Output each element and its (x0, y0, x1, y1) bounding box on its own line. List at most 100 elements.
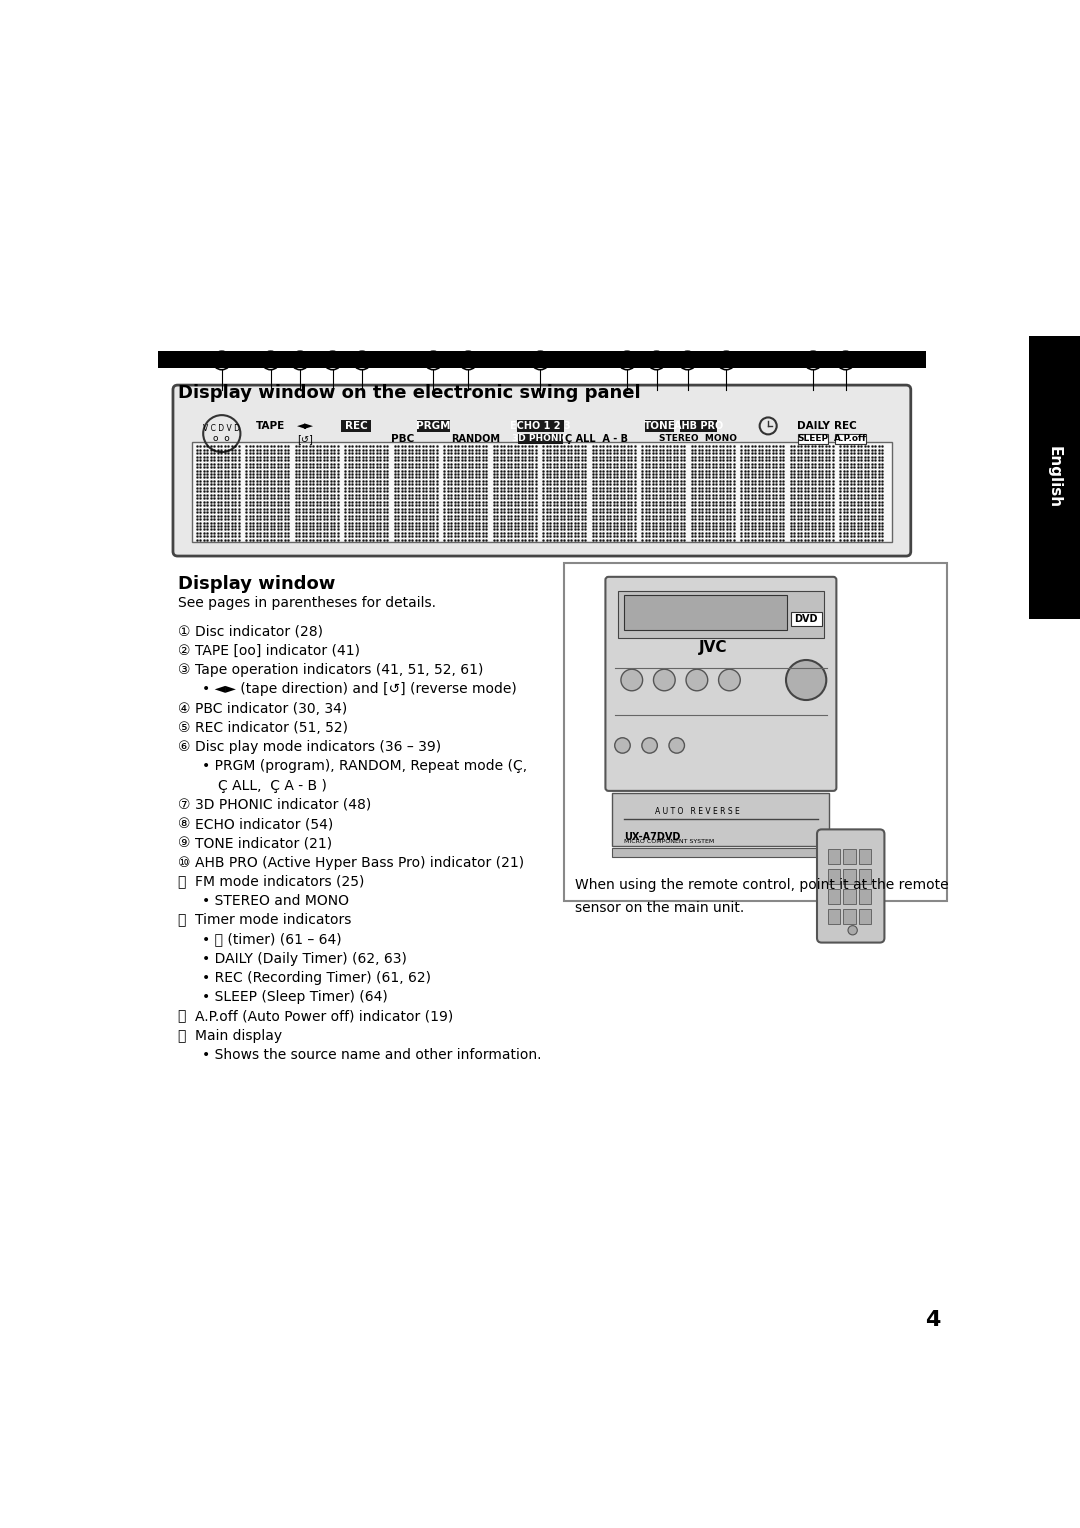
Bar (843, 848, 855, 863)
Bar (859, 848, 872, 863)
Text: ⑨: ⑨ (177, 836, 190, 850)
Bar (828, 868, 840, 885)
Text: RANDOM: RANDOM (451, 434, 500, 445)
Text: MICRO COMPONENT SYSTEM: MICRO COMPONENT SYSTEM (624, 839, 714, 845)
Bar (828, 848, 840, 863)
Text: • ◄► (tape direction) and [↺] (reverse mode): • ◄► (tape direction) and [↺] (reverse m… (202, 683, 517, 697)
Text: Disc play mode indicators (36 – 39): Disc play mode indicators (36 – 39) (194, 740, 441, 755)
FancyBboxPatch shape (798, 434, 828, 445)
Circle shape (786, 660, 826, 700)
Text: TONE: TONE (644, 420, 676, 431)
Circle shape (642, 738, 658, 753)
Bar (828, 909, 840, 924)
Text: 5: 5 (359, 356, 365, 365)
Bar (618, 591, 824, 637)
Text: PRGM: PRGM (416, 420, 450, 431)
Text: ⑪: ⑪ (177, 876, 186, 889)
Bar (843, 868, 855, 885)
FancyBboxPatch shape (517, 434, 563, 445)
Circle shape (848, 926, 858, 935)
Bar (612, 793, 829, 845)
Text: ②: ② (177, 643, 190, 659)
Text: REC indicator (51, 52): REC indicator (51, 52) (194, 721, 348, 735)
Text: 14: 14 (839, 356, 852, 365)
FancyBboxPatch shape (835, 434, 866, 445)
Text: PBC: PBC (391, 434, 414, 445)
Text: ⑥: ⑥ (177, 740, 190, 755)
Text: AHB PRO (Active Hyper Bass Pro) indicator (21): AHB PRO (Active Hyper Bass Pro) indicato… (194, 856, 524, 869)
Text: • STEREO and MONO: • STEREO and MONO (202, 894, 350, 908)
Text: • REC (Recording Timer) (61, 62): • REC (Recording Timer) (61, 62) (202, 972, 431, 986)
Text: Ç ALL,  Ç A - B ): Ç ALL, Ç A - B ) (218, 779, 327, 793)
Text: ⑭: ⑭ (177, 1028, 186, 1042)
FancyBboxPatch shape (816, 830, 885, 943)
Text: Main display: Main display (194, 1028, 282, 1042)
Text: 11: 11 (681, 356, 694, 365)
Text: ⑩: ⑩ (177, 856, 190, 869)
Text: 13: 13 (807, 356, 820, 365)
FancyBboxPatch shape (645, 420, 674, 432)
Text: REC: REC (345, 420, 367, 431)
Text: TONE indicator (21): TONE indicator (21) (194, 836, 332, 850)
Circle shape (669, 738, 685, 753)
Bar (859, 868, 872, 885)
Text: 9: 9 (624, 356, 631, 365)
Text: • SLEEP (Sleep Timer) (64): • SLEEP (Sleep Timer) (64) (202, 990, 388, 1004)
Bar (859, 889, 872, 905)
Bar (159, 351, 926, 368)
Text: 3D PHONIC indicator (48): 3D PHONIC indicator (48) (194, 798, 370, 811)
Bar (843, 909, 855, 924)
Text: 2: 2 (268, 356, 274, 365)
Bar (859, 909, 872, 924)
Text: DVD: DVD (795, 614, 818, 623)
Text: TAPE: TAPE (256, 420, 285, 431)
Bar (843, 889, 855, 905)
Text: 6: 6 (430, 356, 436, 365)
Text: 4: 4 (329, 356, 336, 365)
Circle shape (653, 669, 675, 691)
Text: Display window: Display window (177, 575, 335, 593)
Circle shape (686, 669, 707, 691)
Text: FM mode indicators (25): FM mode indicators (25) (194, 876, 364, 889)
Text: o  o: o o (214, 434, 230, 443)
Text: ⑧: ⑧ (177, 817, 190, 831)
FancyBboxPatch shape (173, 385, 910, 556)
Text: A.P.off (Auto Power off) indicator (19): A.P.off (Auto Power off) indicator (19) (194, 1010, 453, 1024)
Bar (624, 596, 786, 630)
FancyBboxPatch shape (341, 420, 370, 432)
Text: ⑤: ⑤ (177, 721, 190, 735)
Text: TAPE [oo] indicator (41): TAPE [oo] indicator (41) (194, 643, 360, 659)
Text: ECHO 1 2 3: ECHO 1 2 3 (510, 420, 570, 431)
Text: A.P.off: A.P.off (834, 434, 867, 443)
Text: AHB PRO: AHB PRO (674, 420, 723, 431)
Text: ③: ③ (177, 663, 190, 677)
Text: Timer mode indicators: Timer mode indicators (194, 914, 351, 927)
FancyBboxPatch shape (679, 420, 717, 432)
Text: PBC indicator (30, 34): PBC indicator (30, 34) (194, 701, 347, 715)
Text: 8: 8 (537, 356, 543, 365)
Text: • DAILY (Daily Timer) (62, 63): • DAILY (Daily Timer) (62, 63) (202, 952, 407, 966)
Text: A U T O   R E V E R S E: A U T O R E V E R S E (656, 807, 740, 816)
Text: Display window on the electronic swing panel: Display window on the electronic swing p… (177, 384, 640, 402)
Text: ④: ④ (177, 701, 190, 715)
Text: Disc indicator (28): Disc indicator (28) (194, 625, 323, 639)
Text: • PRGM (program), RANDOM, Repeat mode (Ç,: • PRGM (program), RANDOM, Repeat mode (Ç… (202, 759, 527, 773)
Text: 7: 7 (464, 356, 472, 365)
Circle shape (718, 669, 740, 691)
Bar (828, 889, 840, 905)
FancyBboxPatch shape (565, 562, 947, 902)
Text: SLEEP: SLEEP (797, 434, 828, 443)
Text: 4: 4 (926, 1309, 941, 1329)
Text: JVC: JVC (699, 640, 728, 656)
Text: UX-A7DVD: UX-A7DVD (624, 831, 680, 842)
Text: [↺]: [↺] (298, 434, 313, 445)
Text: When using the remote control, point it at the remote
sensor on the main unit.: When using the remote control, point it … (576, 879, 949, 915)
Bar (791, 613, 822, 626)
Bar (612, 848, 829, 857)
Text: See pages in parentheses for details.: See pages in parentheses for details. (177, 596, 435, 610)
Text: ECHO indicator (54): ECHO indicator (54) (194, 817, 333, 831)
Circle shape (615, 738, 631, 753)
FancyBboxPatch shape (417, 420, 449, 432)
Text: ⑫: ⑫ (177, 914, 186, 927)
Bar (191, 442, 892, 542)
